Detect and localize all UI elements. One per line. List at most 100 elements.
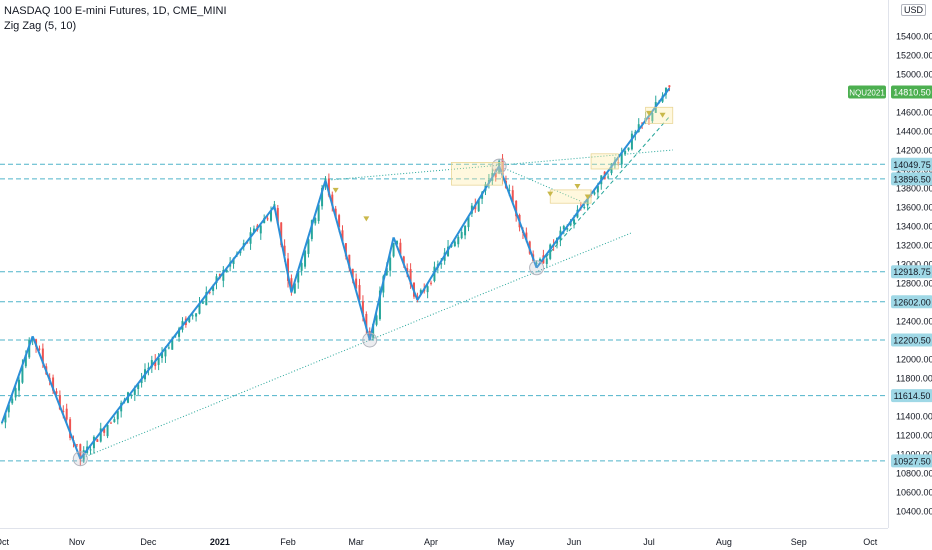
candle-body: [113, 419, 116, 423]
level-label: 13896.50: [893, 174, 931, 184]
candle-body: [368, 331, 371, 337]
candle: [198, 296, 201, 315]
zigzag-indicator: [1, 87, 671, 460]
candle-body: [375, 315, 378, 325]
candle-body: [18, 379, 21, 391]
last-price-label: 14810.50: [893, 88, 931, 98]
candle-body: [259, 225, 262, 234]
time-tick-label: Dec: [140, 537, 157, 547]
candle-body: [430, 282, 433, 284]
candle: [430, 280, 433, 286]
zigzag-segment: [1, 335, 34, 423]
level-badge: [891, 295, 932, 309]
candle-body: [426, 286, 429, 293]
level-badge: [891, 265, 932, 279]
level-label: 10927.50: [893, 456, 931, 466]
time-axis: Oct Nov Dec 2021 Feb Mar Apr May Jun Jul Aug Sep Oct: [0, 528, 888, 547]
candle-body: [290, 278, 293, 290]
candle-body: [106, 424, 109, 437]
candle-body: [409, 269, 412, 285]
level-badge: [891, 389, 932, 403]
price-tick-label: 14200.00: [896, 146, 932, 156]
candle-body: [300, 262, 303, 271]
zigzag-segment: [416, 165, 500, 301]
candle-body: [321, 187, 324, 207]
candle: [651, 111, 654, 124]
signal-marker: [574, 184, 581, 190]
candle-body: [208, 291, 211, 293]
candle-body: [150, 360, 153, 368]
candle-body: [630, 133, 633, 150]
candle-body: [7, 404, 10, 413]
price-tick-label: 14400.00: [896, 127, 932, 137]
time-tick-label: May: [497, 537, 515, 547]
candle-body: [232, 258, 235, 265]
candle-body: [276, 208, 279, 224]
symbol-title[interactable]: NASDAQ 100 E-mini Futures, 1D, CME_MINI: [4, 5, 227, 17]
candle-body: [266, 218, 269, 220]
candle-body: [331, 194, 334, 206]
candle-body: [416, 296, 419, 298]
candle-body: [372, 323, 375, 338]
indicator-label[interactable]: Zig Zag (5, 10): [4, 20, 77, 32]
candle-body: [358, 285, 361, 300]
time-tick-label: Jun: [567, 537, 582, 547]
candle: [549, 243, 552, 261]
candle-body: [535, 262, 538, 264]
time-tick-label: Sep: [791, 537, 807, 547]
level-badge: [891, 172, 932, 186]
candle-body: [583, 206, 586, 208]
currency-badge[interactable]: USD: [900, 4, 926, 16]
candle-body: [287, 258, 290, 281]
zigzag-segment: [290, 180, 327, 293]
price-tick-label: 15000.00: [896, 70, 932, 80]
candle-body: [297, 271, 300, 283]
candle-body: [406, 268, 409, 273]
candle-body: [171, 338, 174, 350]
level-label: 11614.50: [894, 391, 931, 401]
candle-body: [607, 176, 610, 178]
candle-body: [103, 428, 106, 433]
candle-body: [62, 410, 65, 412]
price-tick-label: 13800.00: [896, 184, 932, 194]
candle-body: [515, 200, 518, 217]
trend-lines: [80, 116, 673, 460]
candle-body: [167, 347, 170, 349]
signal-marker: [332, 187, 339, 193]
candle-body: [130, 394, 133, 396]
candle: [222, 266, 225, 288]
candle-body: [178, 328, 181, 337]
price-tick-label: 10600.00: [896, 488, 932, 498]
candle: [358, 278, 361, 302]
candle-body: [508, 189, 511, 191]
pivot-circle: [72, 451, 88, 467]
candle-body: [212, 285, 215, 292]
candle: [109, 421, 112, 424]
candle-body: [215, 276, 218, 283]
candle: [314, 217, 317, 226]
candle-body: [351, 268, 354, 279]
candle-body: [355, 278, 358, 289]
candle-body: [154, 360, 157, 367]
zigzag-segment: [392, 237, 419, 301]
time-tick-label: Oct: [0, 537, 9, 547]
candle: [464, 225, 467, 240]
price-tick-label: 12000.00: [896, 355, 932, 365]
candle-body: [453, 241, 456, 247]
zigzag-segment: [31, 335, 82, 460]
time-tick-label: 2021: [210, 537, 230, 547]
candle-body: [593, 192, 596, 195]
candle-body: [201, 302, 204, 304]
candle-body: [191, 315, 194, 317]
candle-body: [304, 250, 307, 267]
candle: [545, 254, 548, 269]
candle-body: [327, 178, 330, 196]
candle-body: [116, 410, 119, 420]
candle-body: [620, 152, 623, 165]
candle-body: [41, 348, 44, 364]
time-tick-label: Mar: [348, 537, 364, 547]
price-tick-label: 14600.00: [896, 108, 932, 118]
candle-body: [402, 256, 405, 265]
price-tick-label: 13200.00: [896, 241, 932, 251]
